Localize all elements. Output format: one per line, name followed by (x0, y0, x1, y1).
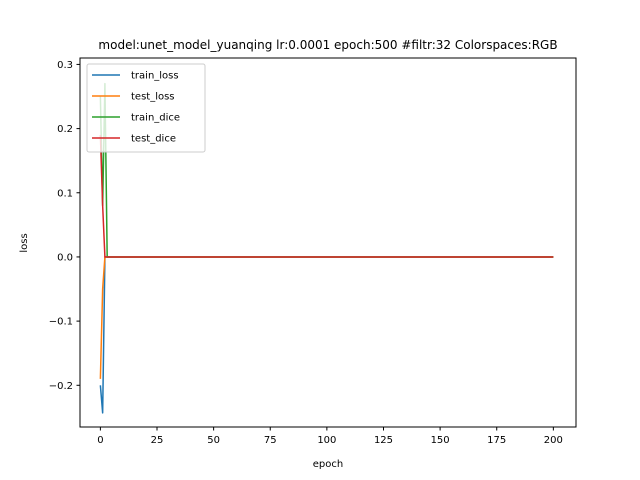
y-tick-label: 0.2 (57, 124, 73, 135)
x-tick-label: 75 (264, 435, 277, 446)
x-tick-label: 175 (487, 435, 506, 446)
x-tick-label: 25 (151, 435, 164, 446)
legend-label-train-loss: train_loss (131, 71, 179, 82)
legend-frame (86, 63, 206, 153)
legend: train_loss test_loss train_dice test_dice (86, 63, 206, 153)
legend-label-test-dice: test_dice (131, 134, 176, 145)
x-tick-label: 200 (544, 435, 563, 446)
x-tick-label: 100 (317, 435, 336, 446)
x-tick-label: 125 (374, 435, 393, 446)
y-axis: −0.2 −0.1 0.0 0.1 0.2 0.3 (49, 60, 80, 392)
x-tick-label: 150 (431, 435, 450, 446)
plot-area-frame (79, 57, 577, 428)
x-axis: 0 25 50 75 100 125 150 175 200 (97, 427, 563, 446)
legend-label-test-loss: test_loss (131, 92, 175, 103)
x-axis-label: epoch (313, 459, 343, 470)
y-tick-label: −0.1 (49, 317, 73, 328)
y-tick-label: −0.2 (49, 381, 73, 392)
legend-label-train-dice: train_dice (131, 113, 180, 124)
x-tick-label: 50 (207, 435, 220, 446)
y-tick-label: 0.0 (57, 252, 73, 263)
y-tick-label: 0.1 (57, 188, 73, 199)
x-tick-label: 0 (97, 435, 103, 446)
series-line-test-dice (99, 134, 554, 258)
y-axis-label: loss (19, 233, 30, 252)
chart-title: model:unet_model_yuanqing lr:0.0001 epoc… (98, 38, 557, 52)
y-tick-label: 0.3 (57, 60, 73, 71)
